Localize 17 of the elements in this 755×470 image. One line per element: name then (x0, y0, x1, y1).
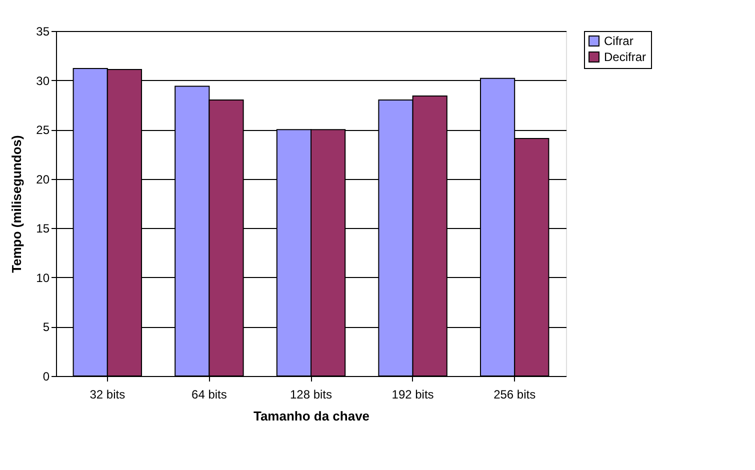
x-axis-title: Tamanho da chave (253, 408, 370, 424)
y-tick-label: 25 (36, 123, 50, 138)
y-tick-label: 20 (36, 172, 50, 186)
y-tick-label: 5 (42, 320, 50, 334)
legend-label: Decifrar (604, 50, 646, 64)
x-tick-label: 32 bits (90, 388, 126, 402)
y-tick-label: 15 (36, 222, 50, 236)
y-tick-label: 10 (36, 270, 50, 285)
y-tick-label: 30 (36, 74, 50, 88)
y-axis-title: Tempo (milisegundos) (9, 135, 24, 273)
x-tick-label: 128 bits (290, 388, 332, 402)
y-tick-label: 0 (42, 370, 50, 384)
x-tick-label: 256 bits (494, 388, 536, 402)
legend-label: Cifrar (604, 34, 634, 48)
x-tick-label: 64 bits (192, 388, 227, 402)
y-tick-label: 35 (36, 24, 50, 38)
x-tick-label: 192 bits (392, 388, 434, 402)
